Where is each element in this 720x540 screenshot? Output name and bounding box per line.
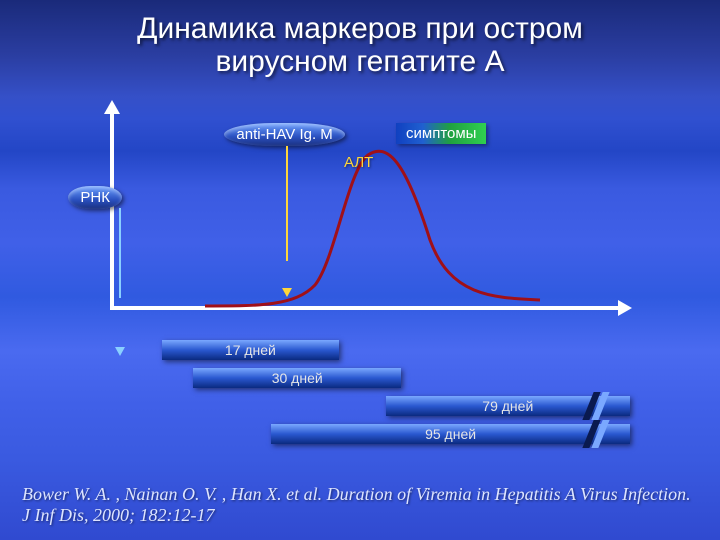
citation: Bower W. A. , Nainan O. V. , Han X. et a… bbox=[22, 484, 698, 526]
alt-curve bbox=[110, 110, 630, 320]
duration-bar: 17 дней bbox=[162, 340, 339, 360]
duration-bars: 17 дней 30 дней 79 дней 95 дней bbox=[110, 340, 630, 452]
slide-title: Динамика маркеров при остром вирусном ге… bbox=[0, 12, 720, 78]
duration-bar-label: 17 дней bbox=[162, 342, 339, 358]
symptoms-label: симптомы bbox=[396, 123, 486, 144]
duration-bar: 95 дней bbox=[271, 424, 630, 444]
duration-bar-label: 30 дней bbox=[193, 370, 401, 386]
marker-dynamics-chart: РНК аnti-HAV Ig. M симптомы АЛТ bbox=[110, 110, 630, 320]
duration-bar: 79 дней bbox=[386, 396, 630, 416]
igm-marker-label: аnti-HAV Ig. M bbox=[224, 123, 344, 146]
title-line-2: вирусном гепатите А bbox=[215, 45, 504, 78]
bar-break-icon bbox=[588, 422, 608, 446]
igm-arrow bbox=[286, 146, 288, 294]
rnk-marker-label: РНК bbox=[68, 186, 122, 209]
title-line-1: Динамика маркеров при остром bbox=[137, 12, 583, 45]
duration-bar-label: 95 дней bbox=[271, 426, 630, 442]
rnk-arrow bbox=[119, 208, 121, 356]
alt-label: АЛТ bbox=[344, 154, 373, 171]
bar-break-icon bbox=[588, 394, 608, 418]
duration-bar: 30 дней bbox=[193, 368, 401, 388]
